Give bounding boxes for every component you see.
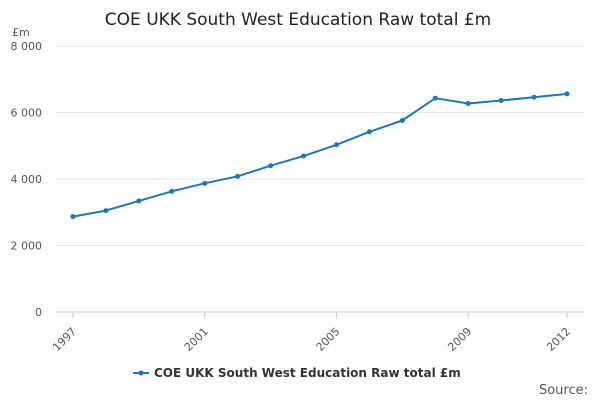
data-point[interactable]	[465, 101, 471, 107]
source-label: Source:	[539, 383, 588, 398]
data-point[interactable]	[235, 173, 241, 179]
x-tick-label: 2005	[314, 325, 343, 354]
data-point[interactable]	[333, 142, 339, 148]
y-tick-label: 8 000	[11, 40, 43, 53]
data-point[interactable]	[399, 117, 405, 123]
legend[interactable]: COE UKK South West Education Raw total £…	[133, 366, 461, 380]
data-point[interactable]	[366, 129, 372, 135]
gridlines	[56, 45, 585, 313]
legend-series-marker	[138, 370, 144, 376]
data-point[interactable]	[564, 91, 570, 97]
y-tick-label: 6 000	[11, 107, 43, 120]
chart-title: COE UKK South West Education Raw total £…	[105, 10, 491, 30]
series-line	[72, 92, 568, 218]
data-point[interactable]	[70, 214, 76, 220]
series-group	[70, 91, 570, 220]
x-axis: 1997 2001 2005 2009 2012	[50, 312, 573, 354]
data-point[interactable]	[202, 180, 208, 186]
y-tick-label: 0	[35, 306, 42, 319]
data-point[interactable]	[531, 94, 537, 100]
y-tick-label: 2 000	[11, 240, 43, 253]
data-point[interactable]	[169, 188, 175, 194]
y-unit-label: £m	[12, 26, 30, 39]
x-tick-label: 2009	[445, 325, 474, 354]
data-point[interactable]	[498, 98, 504, 104]
x-tick-label: 2001	[182, 325, 211, 354]
y-axis-ticks: 0 2 000 4 000 6 000 8 000	[11, 40, 43, 319]
data-point[interactable]	[432, 95, 438, 101]
legend-series-label: COE UKK South West Education Raw total £…	[154, 366, 461, 380]
data-point[interactable]	[268, 163, 274, 169]
y-tick-label: 4 000	[11, 173, 43, 186]
data-point[interactable]	[103, 208, 109, 214]
data-point[interactable]	[136, 198, 142, 204]
x-tick-label: 1997	[50, 325, 79, 354]
data-point[interactable]	[301, 153, 307, 159]
x-tick-label: 2012	[544, 325, 573, 354]
